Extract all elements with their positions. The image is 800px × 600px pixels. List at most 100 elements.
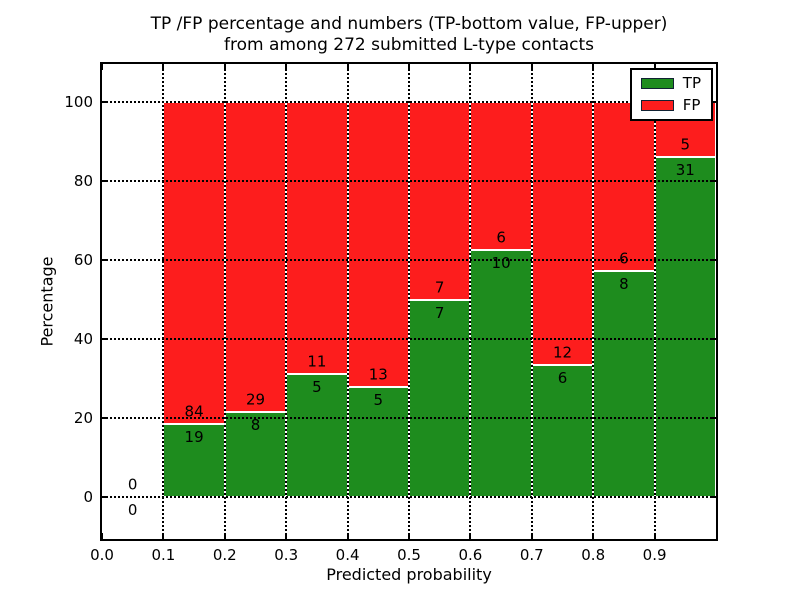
v-gridline	[285, 64, 288, 539]
v-gridline	[346, 64, 349, 539]
tp-count-label: 19	[184, 428, 204, 447]
v-gridline	[408, 64, 410, 539]
fp-count-label: 6	[619, 249, 629, 268]
v-gridline	[653, 64, 656, 539]
x-tick-label: 0.1	[151, 546, 176, 564]
bar-labels-layer: 0 0 84 19 29 8 11 5 13 5 7 7 6 10 12 6 6 8 5 31	[102, 64, 716, 539]
bars-layer	[102, 64, 716, 539]
legend-label: FP	[682, 96, 701, 114]
x-tick-label: 0.9	[642, 546, 667, 564]
y-tick-mark	[102, 496, 108, 499]
y-axis-label: Percentage	[37, 256, 57, 347]
bar-segment-fp	[531, 101, 594, 366]
y-tick-mark	[102, 417, 108, 420]
tp-count-label: 0	[127, 501, 138, 520]
x-tick-label: 0.7	[519, 546, 544, 564]
x-tick-label: 0.0	[90, 546, 114, 564]
y-tick-label: 60	[73, 250, 93, 269]
bar-segment-fp	[470, 101, 532, 251]
y-tick-mark	[102, 338, 108, 341]
legend-label: TP	[682, 74, 701, 92]
x-tick-mark	[530, 533, 533, 539]
tp-count-label: 8	[619, 275, 629, 294]
v-gridline	[530, 64, 533, 539]
x-tick-mark	[653, 533, 656, 539]
y-tick-mark	[102, 179, 108, 182]
x-tick-mark	[408, 64, 410, 70]
fp-count-label: 7	[434, 278, 445, 297]
y-tick-label: 80	[73, 171, 93, 190]
y-tick-label: 0	[83, 488, 93, 507]
x-tick-mark	[346, 533, 349, 539]
fp-count-label: 29	[245, 390, 266, 409]
x-tick-mark	[223, 64, 226, 70]
legend-entry: TP	[640, 74, 701, 92]
x-tick-label: 0.3	[274, 546, 299, 564]
chart-title-line2: from among 272 submitted L-type contacts	[223, 35, 595, 56]
y-tick-mark	[710, 338, 716, 341]
y-tick-label: 100	[64, 92, 93, 111]
bar-segment-tp	[654, 156, 716, 498]
y-tick-mark	[710, 496, 716, 499]
x-tick-label: 0.8	[581, 546, 606, 564]
x-tick-mark	[469, 64, 472, 70]
x-tick-mark	[592, 64, 595, 70]
y-tick-mark	[710, 417, 716, 420]
y-tick-mark	[710, 100, 716, 103]
y-tick-label: 20	[73, 409, 93, 428]
plot-area: TP /FP percentage and numbers (TP-bottom…	[38, 14, 718, 584]
chart-title-line1: TP /FP percentage and numbers (TP-bottom…	[150, 14, 668, 34]
chart-title: TP /FP percentage and numbers (TP-bottom…	[151, 14, 668, 57]
fp-count-label: 12	[552, 343, 573, 362]
bar-segment-fp	[286, 101, 348, 374]
v-gridline	[469, 64, 472, 539]
fp-count-label: 84	[184, 402, 204, 421]
fp-count-label: 0	[127, 475, 138, 494]
x-tick-label: 0.5	[397, 546, 421, 564]
x-tick-mark	[592, 533, 595, 539]
v-gridline	[223, 64, 226, 539]
tp-count-label: 10	[491, 254, 511, 273]
x-tick-mark	[101, 64, 103, 70]
x-tick-mark	[101, 533, 103, 539]
v-gridline	[162, 64, 165, 539]
tp-count-label: 6	[557, 369, 568, 388]
grid-layer	[102, 64, 716, 539]
x-tick-mark	[653, 64, 656, 70]
y-tick-mark	[102, 100, 108, 103]
x-tick-mark	[530, 64, 533, 70]
tp-count-label: 5	[312, 377, 322, 396]
y-tick-mark	[710, 258, 716, 261]
fp-count-label: 11	[307, 352, 327, 371]
x-tick-label: 0.2	[212, 546, 237, 564]
x-tick-mark	[285, 64, 288, 70]
legend: TP FP	[629, 68, 713, 121]
legend-entry: FP	[640, 96, 701, 114]
tp-count-label: 7	[434, 303, 445, 322]
y-tick-label: 40	[73, 330, 93, 349]
x-tick-mark	[346, 64, 349, 70]
x-tick-mark	[162, 64, 165, 70]
y-tick-mark	[710, 179, 716, 182]
fp-legend-swatch	[640, 100, 674, 111]
tp-legend-swatch	[640, 78, 674, 89]
fp-count-label: 13	[368, 365, 388, 384]
bar-segment-fp	[409, 101, 471, 300]
tp-count-label: 31	[675, 160, 695, 179]
tp-count-label: 8	[250, 415, 261, 434]
ticks-layer	[101, 64, 716, 539]
v-gridline	[592, 64, 595, 539]
fp-count-label: 6	[496, 228, 506, 247]
y-tick-mark	[102, 258, 108, 261]
x-tick-label: 0.6	[458, 546, 483, 564]
x-axis-label: Predicted probability	[326, 565, 492, 584]
x-tick-mark	[408, 533, 410, 539]
x-tick-label: 0.4	[335, 546, 360, 564]
x-tick-mark	[223, 533, 226, 539]
x-tick-mark	[285, 533, 288, 539]
bar-segment-fp	[163, 101, 225, 425]
x-tick-mark	[162, 533, 165, 539]
x-tick-mark	[469, 533, 472, 539]
fp-count-label: 5	[680, 135, 691, 154]
